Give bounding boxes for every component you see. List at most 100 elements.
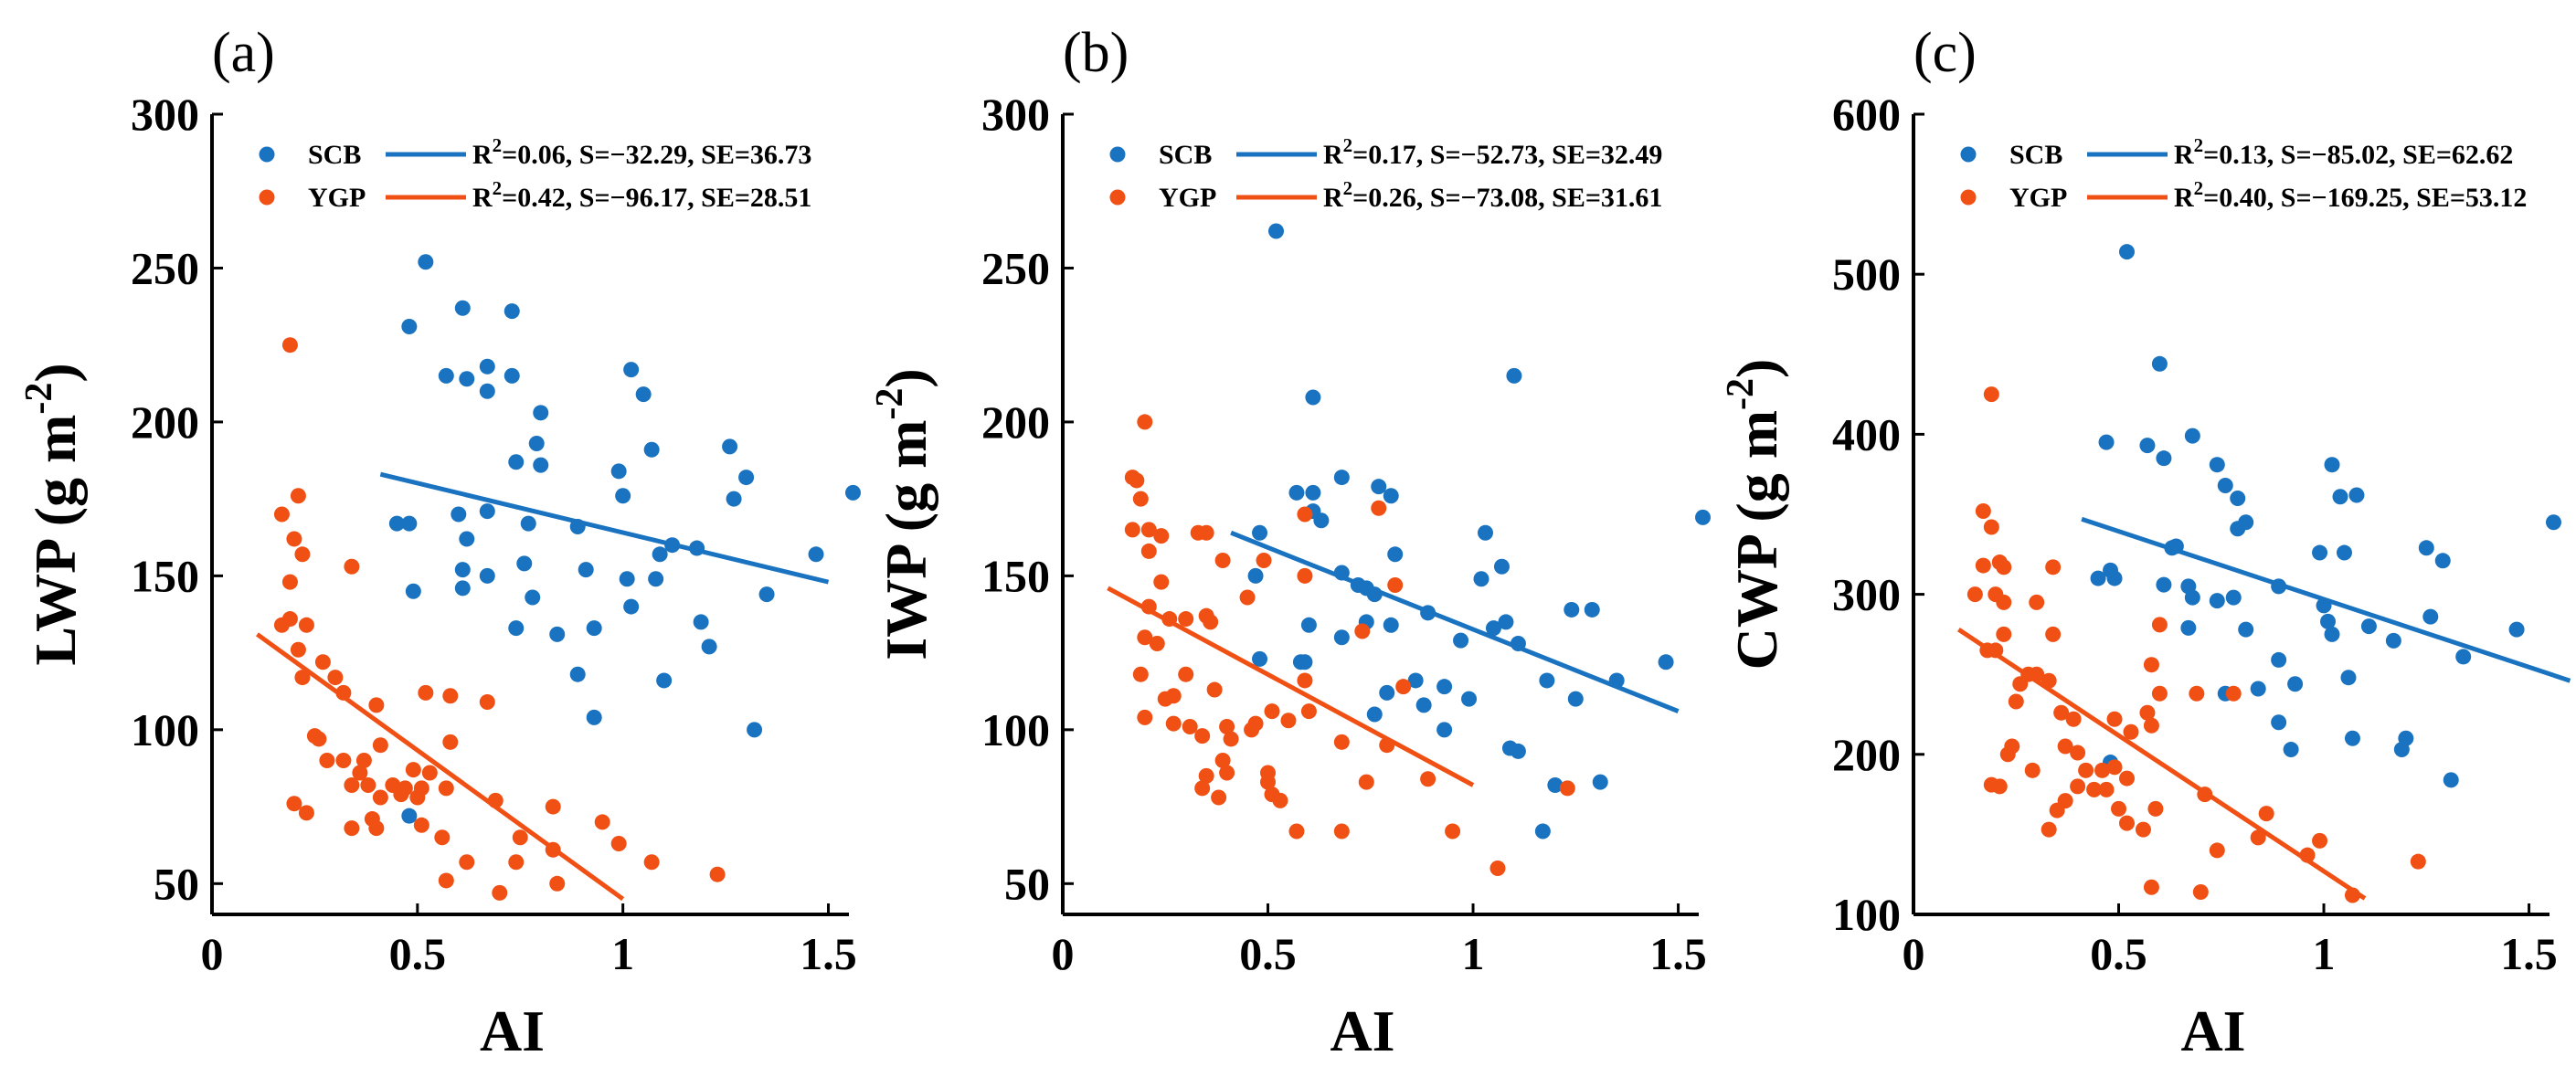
scb-point <box>2348 487 2365 503</box>
scb-point <box>2271 714 2287 731</box>
ygp-point <box>1219 718 1235 734</box>
y-tick-label: 100 <box>131 704 199 755</box>
panel-label: (c) <box>1913 22 1977 84</box>
y-axis-title-main: IWP (g m <box>874 420 938 660</box>
panel-label: (b) <box>1063 22 1129 84</box>
ygp-point <box>393 787 409 803</box>
scb-point <box>2217 477 2233 493</box>
y-axis-title-exponent: -2 <box>869 388 911 420</box>
y-axis-title-main: LWP (g m <box>23 415 88 666</box>
scb-point <box>2320 613 2337 629</box>
y-tick-label: 50 <box>154 858 199 909</box>
scb-point <box>2418 540 2434 556</box>
scb-fit-stats: R2=0.06, S=−32.29, SE=36.73 <box>472 134 811 170</box>
ygp-point <box>1260 774 1277 790</box>
ygp-point <box>273 617 290 633</box>
stat-r: R <box>1323 140 1343 170</box>
stat-r-exponent: 2 <box>1343 134 1353 156</box>
scb-point <box>479 358 495 375</box>
scb-point <box>1547 776 1564 793</box>
scb-point <box>438 367 454 384</box>
scb-point <box>520 515 536 532</box>
y-tick-label: 300 <box>131 89 199 140</box>
ygp-point <box>479 694 495 711</box>
ygp-point <box>1239 589 1256 606</box>
scb-point <box>2271 651 2287 668</box>
ygp-point <box>1371 500 1387 516</box>
scb-point <box>1478 524 1494 541</box>
ygp-point <box>2143 879 2159 895</box>
ygp-point <box>1165 715 1182 732</box>
scb-point <box>2332 489 2348 505</box>
ygp-point <box>344 820 360 837</box>
x-tick-label: 1 <box>611 928 634 979</box>
ygp-point <box>1219 765 1235 781</box>
scb-legend-label: SCB <box>1159 140 1212 170</box>
ygp-point <box>372 737 388 754</box>
scb-legend-marker <box>1109 146 1126 163</box>
scb-point <box>1387 546 1404 563</box>
ygp-point <box>368 820 385 837</box>
scb-point <box>528 436 545 452</box>
scb-point <box>758 586 775 603</box>
ygp-point <box>643 854 660 871</box>
ygp-point <box>1264 703 1280 720</box>
scb-point <box>619 571 635 587</box>
scb-point <box>1305 484 1321 501</box>
scb-fit-line <box>1230 530 1680 713</box>
ygp-point <box>2118 770 2135 787</box>
ygp-point <box>1149 636 1165 652</box>
x-tick-label: 0 <box>201 928 224 979</box>
ygp-point <box>2106 759 2123 776</box>
ygp-point <box>2312 832 2328 849</box>
ygp-point <box>1198 524 1214 541</box>
ygp-point <box>294 546 311 563</box>
scb-point <box>2180 619 2197 636</box>
ygp-point <box>327 670 344 686</box>
scb-point <box>610 463 627 480</box>
ygp-point <box>1206 681 1223 698</box>
ygp-point <box>273 506 290 523</box>
scb-point <box>1498 614 1514 630</box>
scb-point <box>1539 672 1555 689</box>
scb-point <box>1485 620 1501 637</box>
stat-values: =0.06, S=−32.29, SE=36.73 <box>502 140 811 170</box>
y-tick-label: 100 <box>1832 889 1901 940</box>
scb-point <box>508 620 525 637</box>
ygp-point <box>1137 414 1153 430</box>
ygp-point <box>2143 717 2159 734</box>
scb-point <box>2340 670 2357 686</box>
scb-point <box>2443 772 2459 788</box>
y-axis-title: LWP (g m-2) <box>18 363 88 665</box>
ygp-point <box>1297 567 1313 584</box>
ygp-fit-line <box>1957 628 2367 901</box>
scb-point <box>623 598 640 615</box>
ygp-point <box>1333 734 1350 750</box>
ygp-point <box>2151 685 2168 702</box>
y-tick-label: 250 <box>131 242 199 293</box>
scb-point <box>2283 742 2299 758</box>
ygp-point <box>2189 685 2205 702</box>
ygp-point <box>1395 679 1412 695</box>
ygp-point <box>294 670 311 686</box>
y-axis-title-close: ) <box>1724 359 1789 378</box>
ygp-point <box>372 789 388 806</box>
y-tick-label: 50 <box>1004 858 1050 909</box>
ygp-point <box>1354 623 1371 639</box>
scb-point <box>1567 691 1584 707</box>
ygp-point <box>1153 528 1170 544</box>
ygp-point <box>2225 685 2242 702</box>
ygp-point <box>344 776 360 793</box>
ygp-point <box>610 836 627 852</box>
x-tick-label: 1 <box>2313 928 2336 979</box>
stat-r: R <box>472 140 493 170</box>
scb-point <box>451 506 467 523</box>
ygp-point <box>335 753 352 769</box>
scb-point <box>1371 479 1387 495</box>
ygp-point <box>1178 611 1194 628</box>
scb-point <box>1300 617 1317 633</box>
ygp-point <box>1140 522 1157 538</box>
scb-point <box>516 555 533 572</box>
ygp-point <box>1975 502 1991 519</box>
scb-point <box>533 457 549 473</box>
